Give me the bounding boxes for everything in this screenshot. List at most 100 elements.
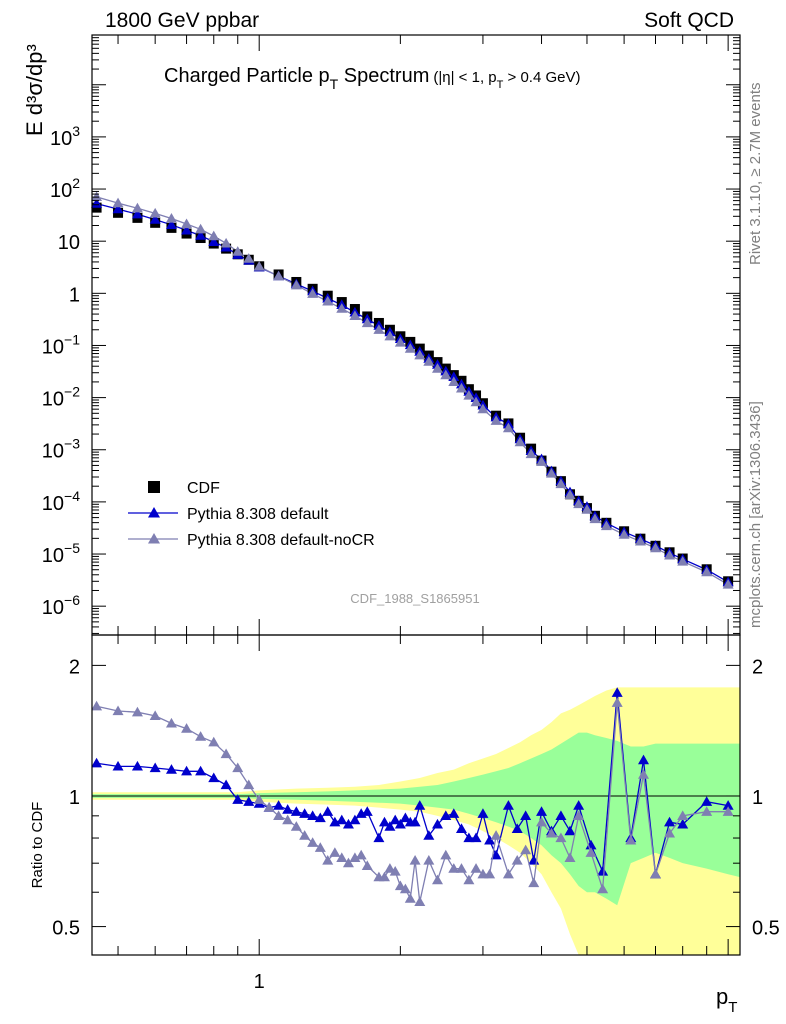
ratio-point-default <box>664 816 676 827</box>
ratio-point-nocr <box>243 779 255 790</box>
ratio-point-nocr <box>448 863 460 873</box>
ratio-point-default <box>195 765 207 776</box>
ratio-point-nocr <box>131 706 143 717</box>
ratio-point-nocr <box>92 700 103 711</box>
ratio-point-nocr <box>314 842 326 852</box>
y-tick-label-top: 10−4 <box>42 488 80 515</box>
y-tick-label-base: 10 <box>42 597 64 619</box>
nocr-point <box>195 223 207 234</box>
ratio-point-default <box>477 808 489 818</box>
ratio-point-nocr <box>307 837 319 847</box>
ratio-point-default <box>448 808 460 818</box>
ratio-point-nocr <box>282 814 294 825</box>
nocr-point <box>253 260 265 271</box>
ratio-point-default <box>463 832 475 843</box>
ratio-point-default <box>378 816 390 827</box>
ratio-point-nocr <box>611 697 623 707</box>
header-left: 1800 GeV ppbar <box>105 9 259 32</box>
nocr-point <box>502 422 514 433</box>
ratio-point-nocr <box>440 849 452 860</box>
ratio-point-nocr <box>585 847 597 857</box>
spectrum-panel <box>91 191 734 589</box>
nocr-point <box>322 295 334 306</box>
ratio-point-nocr <box>484 868 496 879</box>
y-tick-label-base: 10 <box>58 232 80 254</box>
ratio-point-default <box>361 806 373 816</box>
plot-title-word: Spectrum <box>338 65 429 87</box>
nocr-point <box>384 330 396 341</box>
nocr-point <box>414 349 426 360</box>
ratio-point-nocr <box>649 868 661 879</box>
plot-title-sub: T <box>330 76 339 92</box>
y-tick-label-base: 10 <box>50 128 72 150</box>
nocr-point <box>545 468 557 478</box>
nocr-point <box>618 529 630 539</box>
ratio-point-nocr <box>361 860 373 871</box>
ratio-point-default <box>349 814 361 825</box>
nocr-point <box>470 396 482 407</box>
nocr-point <box>514 436 526 447</box>
default-point <box>165 219 177 229</box>
legend-label: Pythia 8.308 default <box>187 506 329 523</box>
ratio-point-default <box>722 800 734 810</box>
y-tick-label-bottom: 0.5 <box>52 918 80 940</box>
plot-title-main: Charged Particle p <box>164 65 330 87</box>
ratio-point-nocr <box>181 723 193 733</box>
ratio-point-nocr <box>378 871 390 882</box>
ratio-point-nocr <box>520 844 532 855</box>
ratio-point-default <box>455 823 467 833</box>
ratio-point-nocr <box>290 821 302 831</box>
nocr-point <box>634 535 646 546</box>
ratio-point-default <box>282 804 294 814</box>
y-tick-label-base: 10 <box>42 441 64 463</box>
nocr-point <box>589 513 601 524</box>
ratio-point-default <box>243 796 255 806</box>
ratio-point-default <box>373 832 385 843</box>
nocr-point <box>440 369 452 380</box>
ratio-point-default <box>208 772 220 783</box>
x-axis-title-main: p <box>716 984 728 1009</box>
ratio-point-nocr <box>195 731 207 741</box>
ratio-point-default <box>342 818 354 829</box>
ratio-point-default <box>573 800 585 810</box>
legend-marker-cdf <box>148 481 160 493</box>
y-tick-label-top: 103 <box>50 123 80 150</box>
nocr-point <box>165 213 177 223</box>
default-point <box>208 236 220 246</box>
ratio-point-default <box>520 810 532 820</box>
nocr-point <box>181 218 193 229</box>
ratio-point-default <box>423 830 435 840</box>
ratio-point-default <box>511 823 523 833</box>
ratio-point-default <box>307 810 319 820</box>
ratio-point-nocr <box>597 883 609 894</box>
nocr-point <box>477 403 489 414</box>
ratio-point-default <box>638 754 650 765</box>
nocr-point <box>373 324 385 334</box>
ratio-point-nocr <box>528 877 540 888</box>
nocr-point <box>536 456 548 466</box>
ratio-point-default <box>585 839 597 850</box>
ratio-point-nocr <box>384 863 396 873</box>
bottom-frame <box>91 634 741 956</box>
plot-title-cuts-end: > 0.4 GeV) <box>503 69 580 86</box>
y-tick-label-top: 10−3 <box>42 436 80 463</box>
y-tick-label-top: 10−6 <box>42 592 80 619</box>
ratio-point-default <box>336 814 348 825</box>
y-tick-label-exp: −1 <box>64 331 80 347</box>
y-tick-label-base: 10 <box>42 493 64 515</box>
ratio-point-default <box>564 825 576 836</box>
ratio-point-default <box>299 808 311 818</box>
nocr-point <box>131 202 143 213</box>
nocr-point <box>423 356 435 366</box>
ratio-point-default <box>232 794 244 804</box>
x-axis-title-sub: T <box>728 999 737 1016</box>
ratio-point-default <box>414 800 426 810</box>
ratio-point-default <box>677 818 689 829</box>
ratio-point-nocr <box>555 832 567 843</box>
ratio-point-default <box>322 806 334 816</box>
y-tick-label-exp: −3 <box>64 436 80 452</box>
nocr-point <box>525 448 537 459</box>
ratio-point-nocr <box>545 827 557 838</box>
ratio-point-nocr <box>414 896 426 907</box>
y-tick-label-exp: −4 <box>64 488 80 504</box>
